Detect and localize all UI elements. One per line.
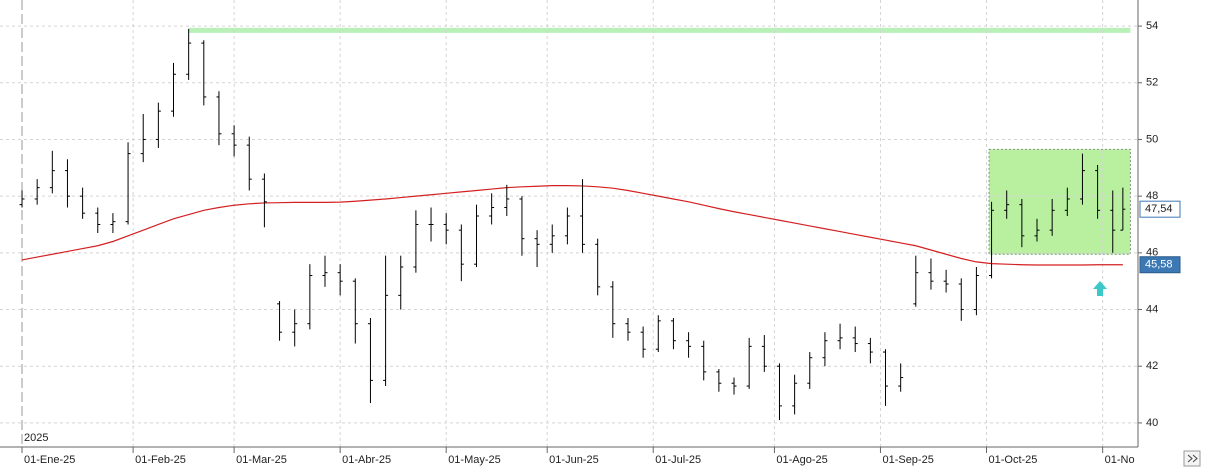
y-tick-label: 44 [1146,303,1158,315]
price-label-box [1139,256,1181,274]
y-tick-label: 46 [1146,247,1158,259]
price-label: 45,58 [1145,259,1173,271]
x-tick-label: 01-Ago-25 [776,454,827,466]
arrow-icon [1093,281,1107,296]
x-tick-label: 01-Mar-25 [236,454,287,466]
scroll-button[interactable] [1183,450,1201,467]
button-icon [1192,454,1198,463]
y-tick-label: 42 [1146,360,1158,372]
x-tick-label: 01-Abr-25 [342,454,391,466]
y-tick-label: 40 [1146,417,1158,429]
signal-arrow [1093,281,1107,296]
price-label: 47,54 [1145,203,1173,215]
x-tick-label: 01-Jun-25 [549,454,599,466]
x-tick-label: 01-Oct-25 [989,454,1038,466]
button-icon [1187,454,1193,463]
y-tick-label: 50 [1146,133,1158,145]
x-tick-label: 01-Ene-25 [24,454,75,466]
x-tick-label: 01-May-25 [448,454,501,466]
x-tick-label: 01-Sep-25 [882,454,933,466]
highlight-box [988,148,1131,255]
moving-average [21,185,1123,266]
year-label: 2025 [24,432,48,444]
x-tick-label: 01-Jul-25 [655,454,701,466]
y-tick-label: 48 [1146,190,1158,202]
y-tick-label: 52 [1146,77,1158,89]
y-tick-label: 54 [1146,20,1158,32]
x-tick-label: 01-Feb-25 [135,454,186,466]
price-label-box [1139,200,1181,218]
x-tick-label: 01-No [1105,454,1135,466]
